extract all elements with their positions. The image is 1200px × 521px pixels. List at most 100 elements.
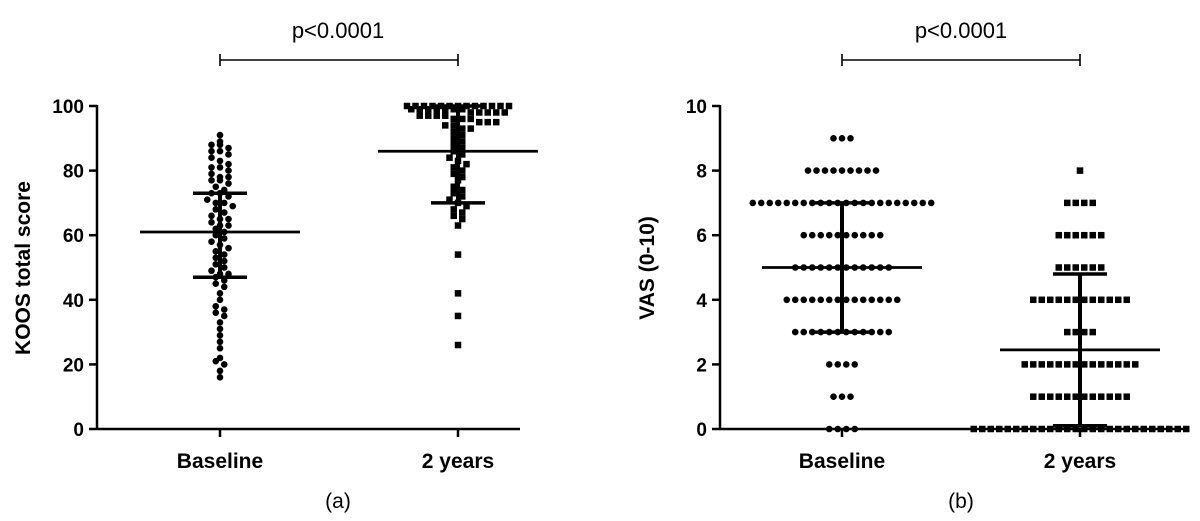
- panel-a-point-1: [446, 154, 453, 161]
- panel-b-point-1: [1081, 361, 1088, 368]
- panel-a-y-tick-label: 100: [52, 97, 84, 118]
- panel-b-point-0: [830, 167, 837, 174]
- panel-a-point-0: [212, 231, 220, 239]
- panel-a-point-1: [484, 118, 491, 126]
- panel-a-point-1: [493, 118, 500, 126]
- panel-a-point-0: [225, 144, 232, 152]
- panel-b-point-1: [1089, 264, 1096, 271]
- panel-a-point-0: [225, 215, 232, 223]
- panel-a-point-1: [484, 109, 491, 116]
- panel-b-point-0: [868, 328, 876, 336]
- panel-b-point-0: [842, 425, 850, 433]
- panel-b-point-1: [1166, 425, 1173, 433]
- panel-a-ylabel: KOOS total score: [12, 181, 35, 355]
- panel-a-point-1: [412, 102, 419, 110]
- panel-b-point-1: [1098, 393, 1105, 400]
- panel-b-point-0: [847, 393, 854, 401]
- panel-a-point-1: [501, 109, 508, 116]
- panel-b-point-0: [834, 296, 842, 304]
- panel-b-point-1: [1149, 425, 1156, 433]
- panel-a-point-1: [459, 193, 466, 200]
- panel-b-point-1: [1072, 231, 1079, 239]
- panel-a-point-1: [459, 115, 466, 123]
- panel-b-point-0: [808, 328, 816, 336]
- panel-a-y-tick-label: 20: [63, 355, 84, 376]
- panel-b-point-1: [1115, 393, 1122, 400]
- panel-b-point-1: [1106, 361, 1113, 368]
- panel-b-point-1: [1098, 296, 1105, 304]
- panel-b-point-0: [842, 361, 850, 368]
- panel-a-point-0: [208, 164, 215, 171]
- panel-a-point-1: [450, 122, 457, 129]
- panel-a-point-1: [459, 186, 466, 194]
- panel-b-point-1: [1072, 199, 1079, 207]
- panel-a-point-0: [216, 164, 224, 171]
- panel-b-point-1: [1076, 167, 1084, 174]
- panel-b-point-0: [825, 231, 833, 239]
- panel-a-point-0: [212, 357, 220, 365]
- panel-b-point-0: [825, 296, 833, 304]
- panel-a-point-1: [476, 118, 483, 126]
- panel-b-significance-bracket: [841, 54, 1081, 66]
- panel-b-point-1: [1081, 296, 1088, 304]
- panel-b-point-1: [1013, 425, 1020, 433]
- panel-a-point-0: [220, 235, 228, 242]
- panel-b-point-1: [1115, 361, 1122, 368]
- panel-b-point-1: [1072, 425, 1079, 433]
- panel-b-ylabel: VAS (0-10): [636, 216, 659, 319]
- panel-a-point-0: [212, 225, 220, 233]
- panel-b-point-0: [749, 199, 757, 207]
- panel-b-point-1: [1030, 425, 1037, 433]
- panel-b-point-1: [1089, 361, 1096, 368]
- panel-b-point-0: [864, 167, 871, 174]
- panel-a-point-1: [454, 290, 462, 297]
- panel-a-point-1: [450, 170, 457, 178]
- panel-b-point-0: [783, 199, 791, 207]
- panel-a-significance: p<0.0001: [292, 18, 384, 43]
- panel-a-point-0: [220, 306, 228, 313]
- panel-a-point-1: [454, 341, 462, 349]
- panel-b-point-1: [1089, 231, 1096, 239]
- panel-a-point-0: [212, 254, 220, 262]
- panel-a-point-0: [216, 367, 224, 375]
- panel-b-point-0: [876, 199, 884, 207]
- panel-b-label: (b): [948, 490, 974, 513]
- panel-b-point-1: [1030, 296, 1037, 304]
- panel-b-point-0: [821, 167, 829, 174]
- panel-b-point-0: [851, 361, 859, 368]
- panel-a-point-1: [425, 105, 432, 113]
- panel-a-point-1: [450, 135, 457, 142]
- panel-a-point-1: [454, 222, 462, 229]
- panel-a-point-0: [203, 196, 211, 203]
- panel-b-point-1: [1098, 231, 1105, 239]
- panel-b-point-1: [1072, 393, 1079, 400]
- panel-b-point-1: [1055, 264, 1062, 271]
- panel-a-point-0: [216, 157, 224, 165]
- panel-b-point-0: [830, 135, 837, 142]
- panel-b-point-1: [1123, 361, 1130, 368]
- panel-a-y-tick-label: 0: [73, 420, 84, 441]
- panel-a-point-1: [403, 102, 411, 110]
- panel-b-point-1: [1055, 425, 1062, 433]
- panel-b-point-0: [842, 231, 850, 239]
- panel-a-point-1: [442, 105, 449, 113]
- panel-a-y-tick-label: 40: [63, 291, 84, 312]
- panel-b-point-1: [1140, 425, 1147, 433]
- panel-a-point-1: [476, 109, 483, 116]
- panel-b-point-1: [1064, 393, 1071, 400]
- panel-a-point-0: [216, 374, 224, 381]
- panel-a-point-1: [416, 105, 423, 113]
- panel-b-y-tick-label: 10: [686, 97, 707, 118]
- panel-b-point-1: [996, 425, 1003, 433]
- panel-a-point-1: [459, 173, 466, 181]
- panel-a-significance-bracket: [219, 54, 459, 66]
- panel-b-point-1: [1174, 425, 1181, 433]
- panel-b-y-tick-label: 6: [696, 226, 707, 247]
- panel-a-point-0: [216, 176, 224, 184]
- panel-b-point-0: [817, 296, 825, 304]
- panel-b-point-0: [876, 296, 884, 304]
- panel-b-point-1: [1047, 393, 1054, 400]
- panel-b-point-0: [800, 296, 808, 304]
- panel-b-point-0: [825, 361, 833, 368]
- panel-b-point-0: [927, 199, 935, 207]
